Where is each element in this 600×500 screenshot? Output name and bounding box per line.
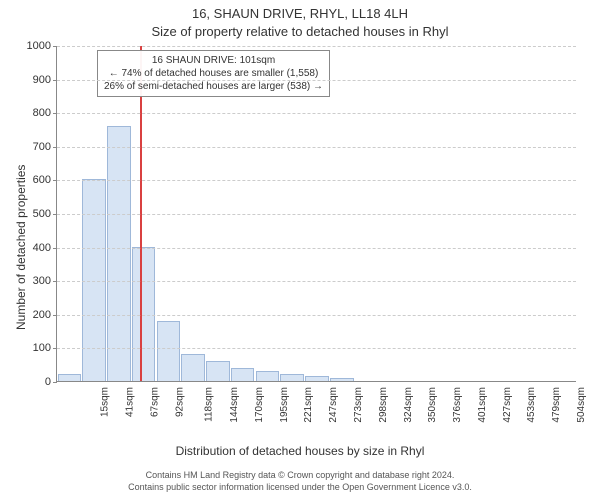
y-tick-label: 300 (33, 275, 57, 287)
gridline (57, 281, 576, 282)
annotation-line-3: 26% of semi-detached houses are larger (… (104, 80, 323, 93)
x-axis-label: Distribution of detached houses by size … (0, 444, 600, 458)
histogram-bar (206, 361, 230, 381)
histogram-bar (256, 371, 280, 381)
y-tick-label: 100 (33, 342, 57, 354)
gridline (57, 180, 576, 181)
histogram-bar (157, 321, 181, 381)
x-tick-label: 92sqm (174, 381, 185, 417)
histogram-bar (58, 374, 82, 381)
x-tick-label: 298sqm (378, 381, 389, 423)
y-tick-label: 200 (33, 309, 57, 321)
y-tick-label: 900 (33, 74, 57, 86)
x-tick-label: 376sqm (452, 381, 463, 423)
gridline (57, 248, 576, 249)
annotation-box: 16 SHAUN DRIVE: 101sqm ← 74% of detached… (97, 50, 330, 97)
footer-line-2: Contains public sector information licen… (0, 482, 600, 494)
gridline (57, 348, 576, 349)
y-tick-label: 0 (45, 376, 57, 388)
y-tick-label: 1000 (27, 40, 57, 52)
x-tick-label: 144sqm (229, 381, 240, 423)
gridline (57, 214, 576, 215)
gridline (57, 147, 576, 148)
histogram-bar (181, 354, 205, 381)
x-tick-label: 67sqm (149, 381, 160, 417)
x-tick-label: 195sqm (279, 381, 290, 423)
x-tick-label: 15sqm (100, 381, 111, 417)
y-tick-label: 500 (33, 208, 57, 220)
x-tick-label: 170sqm (254, 381, 265, 423)
y-tick-label: 700 (33, 141, 57, 153)
histogram-bar (231, 368, 255, 381)
footer-text: Contains HM Land Registry data © Crown c… (0, 470, 600, 493)
x-tick-label: 453sqm (526, 381, 537, 423)
x-tick-label: 350sqm (427, 381, 438, 423)
x-tick-label: 324sqm (403, 381, 414, 423)
x-tick-label: 41sqm (125, 381, 136, 417)
x-tick-label: 427sqm (502, 381, 513, 423)
x-tick-label: 504sqm (576, 381, 587, 423)
x-tick-label: 221sqm (304, 381, 315, 423)
x-tick-label: 118sqm (204, 381, 215, 422)
histogram-bar (132, 247, 156, 381)
annotation-line-2: ← 74% of detached houses are smaller (1,… (104, 67, 323, 80)
chart-container: 16, SHAUN DRIVE, RHYL, LL18 4LH Size of … (0, 0, 600, 500)
y-axis-label: Number of detached properties (14, 165, 28, 330)
gridline (57, 315, 576, 316)
footer-line-1: Contains HM Land Registry data © Crown c… (0, 470, 600, 482)
x-tick-label: 247sqm (328, 381, 339, 423)
plot-area: 16 SHAUN DRIVE: 101sqm ← 74% of detached… (56, 46, 576, 382)
chart-title-main: 16, SHAUN DRIVE, RHYL, LL18 4LH (0, 6, 600, 21)
chart-title-sub: Size of property relative to detached ho… (0, 24, 600, 39)
histogram-bar (107, 126, 131, 381)
x-tick-label: 401sqm (477, 381, 488, 423)
gridline (57, 113, 576, 114)
y-tick-label: 600 (33, 174, 57, 186)
histogram-bar (280, 374, 304, 381)
x-tick-label: 479sqm (551, 381, 562, 423)
gridline (57, 46, 576, 47)
gridline (57, 80, 576, 81)
y-tick-label: 400 (33, 242, 57, 254)
annotation-line-1: 16 SHAUN DRIVE: 101sqm (104, 54, 323, 67)
y-tick-label: 800 (33, 107, 57, 119)
x-tick-label: 273sqm (353, 381, 364, 423)
